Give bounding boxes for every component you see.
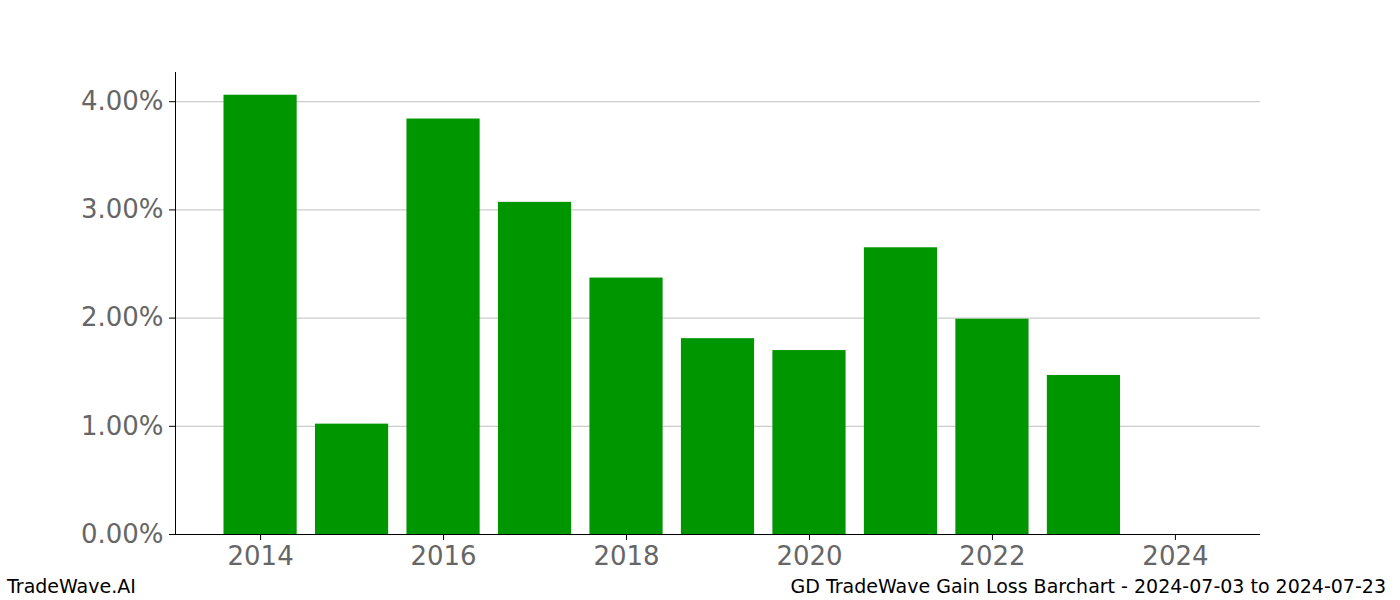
svg-text:2020: 2020 — [776, 541, 842, 571]
svg-text:2018: 2018 — [593, 541, 659, 571]
html-text:TradeWave.AI: TradeWave.AI — [7, 575, 136, 597]
svg-text:2.00%: 2.00% — [81, 302, 164, 332]
svg-text:2022: 2022 — [959, 541, 1025, 571]
html-text:GD TradeWave Gain Loss Barchar: GD TradeWave Gain Loss Barchart - 2024-0… — [790, 575, 1386, 597]
svg-text:4.00%: 4.00% — [81, 86, 164, 116]
svg-text:2016: 2016 — [410, 541, 476, 571]
svg-text:3.00%: 3.00% — [81, 194, 164, 224]
svg-text:2014: 2014 — [227, 541, 293, 571]
svg-text:1.00%: 1.00% — [81, 411, 164, 441]
svg-text:0.00%: 0.00% — [81, 519, 164, 549]
svg-text:2024: 2024 — [1142, 541, 1208, 571]
